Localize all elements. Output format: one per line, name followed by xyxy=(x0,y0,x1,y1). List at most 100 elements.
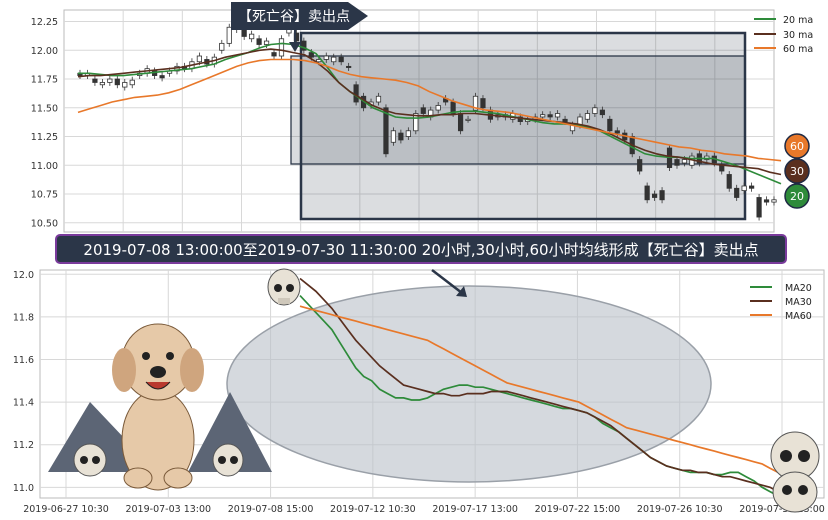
bottom-x-tick-label: 2019-07-31 13:00 xyxy=(739,504,825,515)
candle xyxy=(741,185,747,191)
candle xyxy=(644,185,650,201)
candle xyxy=(420,107,426,114)
badge-60-label: 60 xyxy=(790,140,804,153)
legend-label-60ma: 60 ma xyxy=(783,44,813,55)
candle xyxy=(226,26,232,44)
bottom-series-MA60 xyxy=(299,305,779,474)
candle xyxy=(719,164,725,172)
top-y-tick-label: 10.50 xyxy=(31,218,58,229)
bottom-ma-lines xyxy=(299,277,779,497)
bottom-y-ticks: 12.0 11.8 11.6 11.4 11.2 11.0 xyxy=(13,270,34,494)
candle xyxy=(749,185,755,189)
candle xyxy=(480,98,486,109)
death-valley-inner-box xyxy=(290,55,746,165)
candle xyxy=(405,130,411,137)
legend-label-30ma: 30 ma xyxy=(783,30,813,41)
pointer-arrow-shaft xyxy=(431,269,463,294)
sell-point-arrow-banner: 【死亡谷】卖出点 xyxy=(231,2,368,52)
mountain-right-icon xyxy=(188,392,272,472)
candle xyxy=(346,65,352,68)
bottom-x-tick-label: 2019-07-08 15:00 xyxy=(228,504,314,515)
legend-label-20ma: 20 ma xyxy=(783,15,813,26)
banner-label: 【死亡谷】卖出点 xyxy=(238,9,350,25)
highlight-ellipse xyxy=(226,285,712,483)
skull-icon-left xyxy=(73,443,107,477)
candle xyxy=(472,95,479,111)
candle xyxy=(637,159,643,172)
candle xyxy=(256,38,262,45)
bottom-legend: MA20 MA30 MA60 xyxy=(750,283,812,322)
bottom-x-tick-label: 2019-07-03 13:00 xyxy=(125,504,211,515)
skull-icon-middle xyxy=(212,443,244,477)
candle xyxy=(547,114,553,118)
bottom-x-ticks: 2019-06-27 10:30 2019-07-03 13:00 2019-07-… xyxy=(23,504,825,515)
candle xyxy=(338,56,344,63)
badge-30 xyxy=(784,158,810,184)
death-valley-box xyxy=(299,31,747,221)
top-y-tick-label: 12.25 xyxy=(31,17,58,28)
candle xyxy=(599,109,605,116)
candle xyxy=(465,118,471,121)
top-ma-lines xyxy=(77,42,782,185)
bottom-x-tick-label: 2019-07-12 10:30 xyxy=(330,504,416,515)
candle xyxy=(383,107,389,155)
top-y-tick-label: 11.50 xyxy=(31,103,58,114)
candle xyxy=(734,187,740,198)
bottom-y-tick-label: 11.6 xyxy=(13,355,34,366)
badge-20 xyxy=(784,183,810,209)
bottom-y-tick-label: 11.8 xyxy=(13,312,34,323)
candle xyxy=(540,114,546,118)
top-chart: 12.25 12.00 11.75 11.50 11.25 11.00 10.75 10.50… xyxy=(31,2,813,233)
top-y-tick-label: 11.00 xyxy=(31,161,58,172)
candle xyxy=(771,199,777,203)
candle xyxy=(554,113,561,118)
badge-20-label: 20 xyxy=(790,190,804,203)
bottom-x-tick-label: 2019-07-26 10:30 xyxy=(637,504,723,515)
top-series-20-ma xyxy=(78,42,782,185)
top-series-60-ma xyxy=(77,58,782,162)
candle xyxy=(681,159,688,164)
top-y-ticks: 12.25 12.00 11.75 11.50 11.25 11.00 10.75 10.50 xyxy=(31,17,58,229)
candle xyxy=(763,199,770,203)
poodle-dog-icon xyxy=(112,323,204,491)
candle xyxy=(562,118,568,122)
candle xyxy=(435,105,441,111)
candle xyxy=(726,174,732,189)
candle xyxy=(398,132,404,141)
legend-label-ma60: MA60 xyxy=(785,311,812,322)
bottom-y-tick-label: 11.2 xyxy=(13,440,34,451)
candle xyxy=(659,190,665,201)
top-y-tick-label: 12.00 xyxy=(31,46,58,57)
top-y-tick-label: 11.25 xyxy=(31,132,58,143)
skull-icon-right-bottom xyxy=(772,471,818,513)
candle xyxy=(592,107,598,114)
bottom-x-tick-label: 2019-07-22 15:00 xyxy=(535,504,621,515)
candle xyxy=(331,56,337,63)
skull-icon-top xyxy=(267,268,301,306)
legend-label-ma20: MA20 xyxy=(785,283,812,294)
bottom-y-tick-label: 11.0 xyxy=(13,483,34,494)
candle xyxy=(323,55,329,60)
candle xyxy=(652,193,658,198)
candle xyxy=(301,40,307,51)
candle xyxy=(375,95,382,103)
candle xyxy=(457,113,464,132)
candle xyxy=(107,78,113,83)
candle xyxy=(249,33,255,40)
candle xyxy=(756,197,762,218)
candle xyxy=(99,82,105,86)
down-arrow-icon xyxy=(289,42,301,52)
candle xyxy=(114,78,120,86)
bottom-y-tick-label: 11.4 xyxy=(13,398,34,409)
caption-text: 2019-07-08 13:00:00至2019-07-30 11:30:00 … xyxy=(83,241,758,259)
candle xyxy=(607,118,613,132)
bottom-y-tick-label: 12.0 xyxy=(13,270,34,281)
bottom-x-tick-label: 2019-07-17 13:00 xyxy=(432,504,518,515)
candle xyxy=(584,113,591,120)
candle xyxy=(92,78,98,83)
legend-label-ma30: MA30 xyxy=(785,297,812,308)
candle xyxy=(614,130,620,134)
candle xyxy=(219,42,225,51)
pointer-arrow-icon xyxy=(456,286,467,297)
